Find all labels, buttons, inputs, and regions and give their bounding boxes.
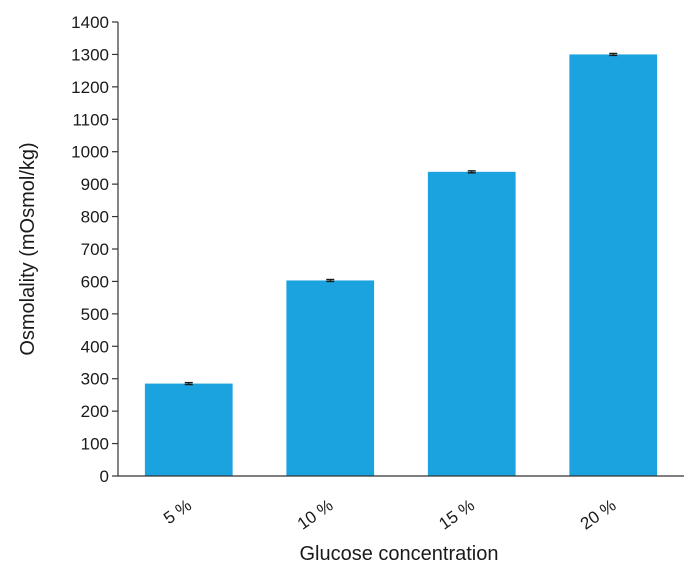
error-bar [467, 170, 476, 174]
y-tick-label: 900 [81, 175, 109, 194]
bar [569, 54, 658, 477]
y-tick-label: 500 [81, 305, 109, 324]
y-tick-label: 800 [81, 208, 109, 227]
y-tick-label: 600 [81, 272, 109, 291]
bar [144, 383, 233, 476]
y-tick-label: 700 [81, 240, 109, 259]
y-axis-label: Osmolality (mOsmol/kg) [17, 142, 39, 355]
error-bar [184, 381, 193, 386]
y-tick-label: 200 [81, 402, 109, 421]
y-tick-label: 100 [81, 435, 109, 454]
y-tick-label: 1200 [71, 78, 109, 97]
error-bar [609, 52, 618, 57]
y-tick-label: 0 [100, 467, 109, 486]
y-tick-label: 400 [81, 337, 109, 356]
x-axis-ticks: 5 % 10 % 15 % 20 % [160, 496, 619, 534]
y-tick-label: 1000 [71, 143, 109, 162]
x-tick-label: 15 % [435, 496, 478, 534]
y-tick-label: 300 [81, 370, 109, 389]
y-tick-label: 1300 [71, 45, 109, 64]
bar [427, 171, 516, 476]
y-tick-label: 1100 [72, 110, 109, 129]
x-tick-label: 20 % [577, 496, 620, 534]
error-bar [326, 278, 335, 283]
x-tick-label: 5 % [160, 496, 195, 528]
x-tick-label: 10 % [294, 496, 337, 534]
bars [144, 54, 658, 477]
bar [286, 280, 375, 476]
error-bars [184, 52, 618, 386]
y-axis-ticks: 0 100 200 300 400 500 600 700 800 900 1000 1100 1200… [71, 13, 118, 486]
x-axis-label: Glucose concentration [299, 543, 498, 565]
y-tick-label: 1400 [71, 13, 109, 32]
